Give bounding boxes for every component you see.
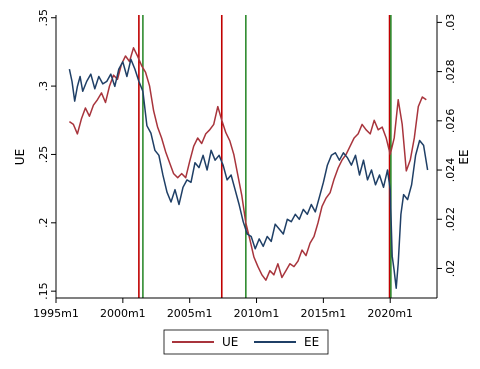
recession-markers (138, 15, 392, 298)
x-tick-label: 1995m1 (33, 307, 79, 320)
right-tick-label: .03 (444, 14, 457, 32)
left-tick-label: .35 (37, 9, 50, 27)
left-axis-title: UE (13, 149, 27, 165)
legend-label-ee: EE (304, 335, 319, 349)
series-line-ee (68, 58, 429, 289)
x-tick-label: 2020m1 (367, 307, 413, 320)
left-axis-ticks: .15 .2 .25 .3 .35 (37, 9, 56, 300)
x-tick-label: 2015m1 (301, 307, 347, 320)
x-tick-label: 2000m1 (100, 307, 146, 320)
right-tick-label: .024 (444, 158, 457, 183)
left-tick-label: .25 (37, 146, 50, 164)
legend: UE EE (163, 329, 329, 355)
x-axis-ticks: 1995m1 2000m1 2005m1 2010m1 2015m1 2020m1 (33, 298, 413, 320)
right-tick-label: .02 (444, 260, 457, 278)
right-axis-ticks: .02 .022 .024 .026 .028 .03 (437, 14, 457, 278)
series-line-ue (68, 47, 427, 281)
left-tick-label: .3 (37, 81, 50, 92)
x-tick-label: 2010m1 (234, 307, 280, 320)
right-axis-title: EE (457, 149, 471, 164)
legend-label-ue: UE (222, 335, 238, 349)
left-tick-label: .2 (37, 218, 50, 229)
series-layer (68, 47, 429, 289)
right-tick-label: .026 (444, 109, 457, 133)
x-tick-label: 2005m1 (167, 307, 213, 320)
left-tick-label: .15 (37, 282, 50, 300)
right-tick-label: .028 (444, 59, 457, 84)
right-tick-label: .022 (444, 207, 457, 232)
